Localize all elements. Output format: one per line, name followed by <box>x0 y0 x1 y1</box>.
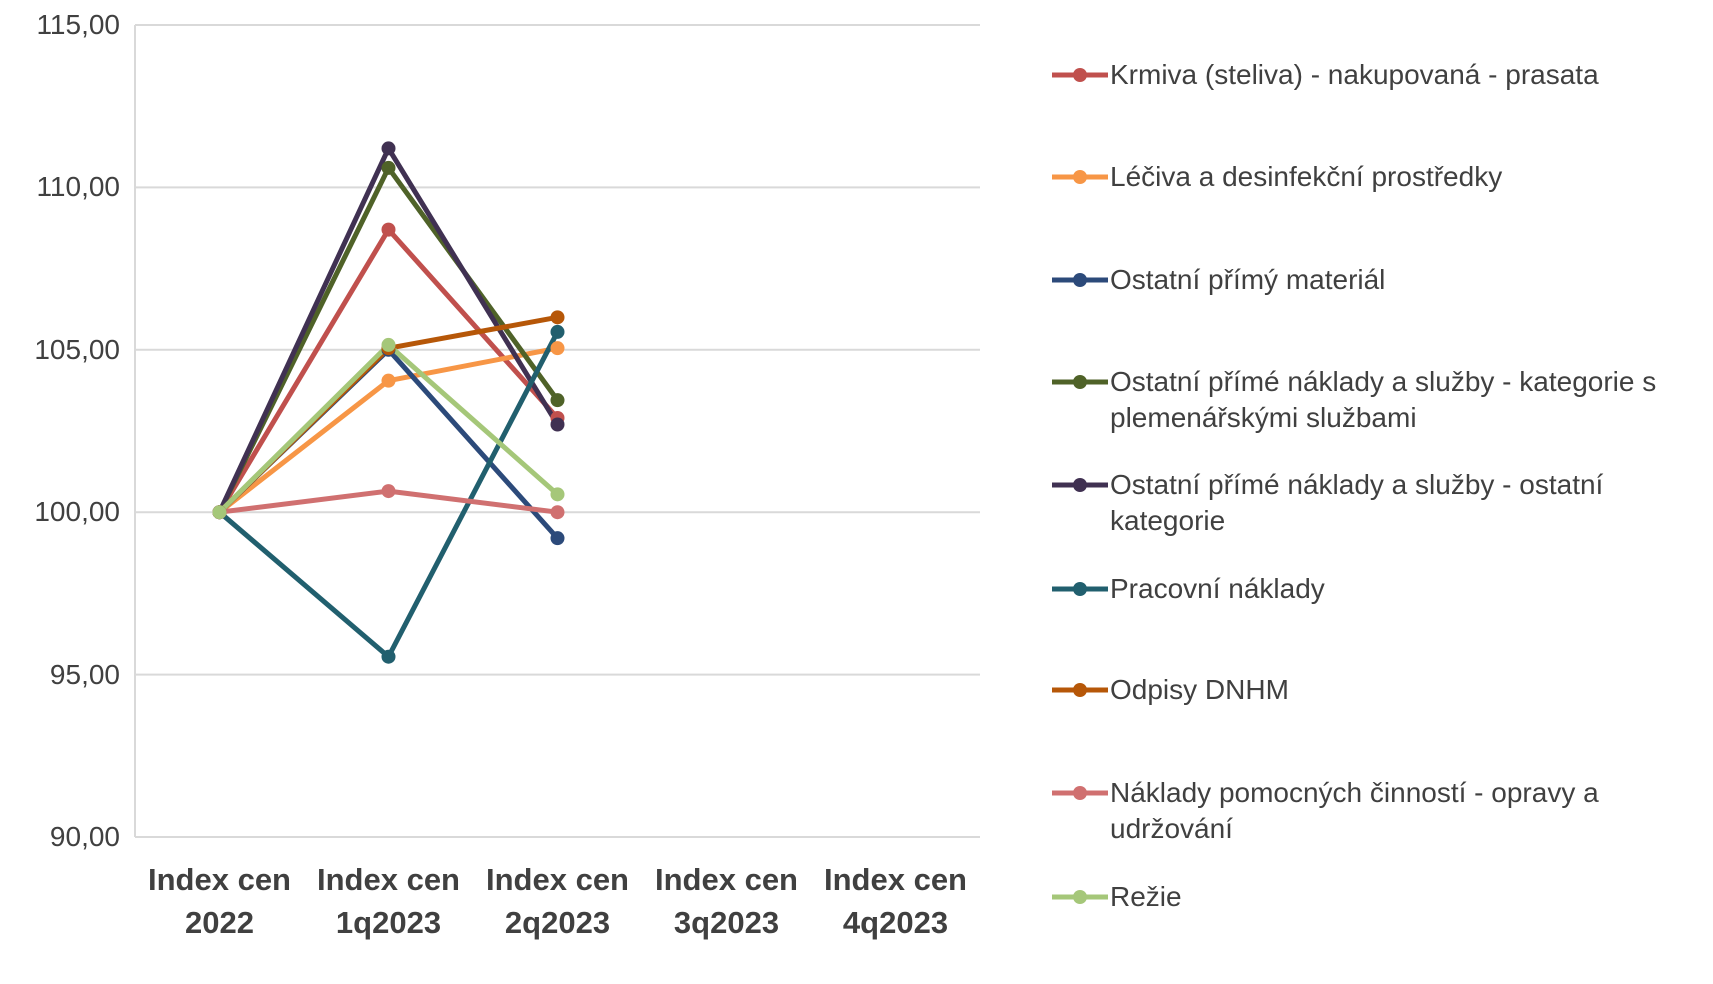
x-tick-label: Index cen 2022 <box>148 862 291 940</box>
legend-label: Náklady pomocných činností - opravy a ud… <box>1110 777 1599 845</box>
x-tick-label: Index cen 3q2023 <box>655 862 798 940</box>
data-point <box>550 341 565 356</box>
data-point <box>550 393 565 408</box>
legend-swatch <box>1073 170 1087 184</box>
data-point <box>381 160 396 175</box>
y-tick-label: 95,00 <box>49 658 120 690</box>
legend-swatch <box>1073 68 1087 82</box>
data-point <box>550 505 565 520</box>
legend-label: Krmiva (steliva) - nakupovaná - prasata <box>1110 59 1599 90</box>
legend-swatch <box>1073 786 1087 800</box>
y-tick-label: 115,00 <box>36 9 120 40</box>
y-tick-label: 105,00 <box>34 333 120 365</box>
y-tick-label: 110,00 <box>36 171 120 203</box>
data-point <box>381 222 396 237</box>
data-point <box>381 649 396 664</box>
data-point <box>381 337 396 352</box>
x-tick-label: Index cen 1q2023 <box>317 862 460 940</box>
legend-swatch <box>1073 683 1087 697</box>
legend-swatch <box>1073 890 1087 904</box>
data-point <box>381 373 396 388</box>
x-tick-label: Index cen 4q2023 <box>824 862 967 940</box>
data-point <box>550 417 565 432</box>
data-point <box>381 141 396 156</box>
legend-label: Režie <box>1110 881 1182 912</box>
data-point <box>381 484 396 499</box>
legend-label: Ostatní přímé náklady a služby - kategor… <box>1110 366 1657 434</box>
legend-label: Pracovní náklady <box>1110 573 1325 604</box>
data-point <box>550 531 565 546</box>
legend-label: Léčiva a desinfekční prostředky <box>1110 161 1503 192</box>
legend-swatch <box>1073 478 1087 492</box>
legend-swatch <box>1073 582 1087 596</box>
data-point <box>550 310 565 325</box>
legend-swatch <box>1073 375 1087 389</box>
data-point <box>550 487 565 502</box>
y-tick-label: 100,00 <box>34 496 120 528</box>
data-point <box>212 505 227 520</box>
legend-swatch <box>1073 273 1087 287</box>
legend-label: Ostatní přímé náklady a služby - ostatní… <box>1110 469 1604 537</box>
legend-label: Odpisy DNHM <box>1110 674 1289 705</box>
x-tick-label: Index cen 2q2023 <box>486 862 629 940</box>
data-point <box>550 324 565 339</box>
y-tick-label: 90,00 <box>49 821 120 852</box>
legend-label: Ostatní přímý materiál <box>1110 264 1386 295</box>
